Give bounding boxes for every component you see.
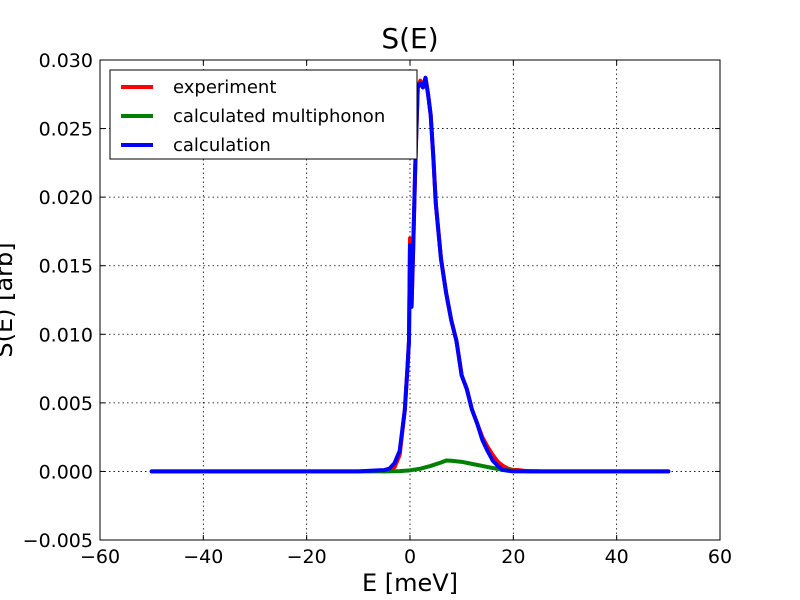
x-tick-label: −60 xyxy=(80,546,120,568)
x-tick-label: −20 xyxy=(287,546,327,568)
legend: experiment calculated multiphonon calculat… xyxy=(109,69,418,160)
x-tick-label: 40 xyxy=(605,546,629,568)
y-tick-label: 0.000 xyxy=(39,461,93,483)
series-layer xyxy=(149,75,671,474)
tick-layer: −60 −40 −20 0 20 40 60 −0.005 0.000 0.005 0.010 0.0… xyxy=(23,50,732,568)
y-tick-label: 0.030 xyxy=(39,50,93,72)
x-tick-label: −40 xyxy=(183,546,223,568)
x-tick-label: 20 xyxy=(501,546,525,568)
legend-label-1: calculated multiphonon xyxy=(173,106,385,127)
series-line-2 xyxy=(149,75,671,474)
y-tick-label: 0.020 xyxy=(39,187,93,209)
chart-title: S(E) xyxy=(381,22,438,55)
y-axis-title: S(E) [arb] xyxy=(0,242,18,357)
y-tick-label: 0.010 xyxy=(39,324,93,346)
legend-label-2: calculation xyxy=(173,135,271,156)
x-tick-label: 60 xyxy=(708,546,732,568)
legend-label-0: experiment xyxy=(173,77,276,98)
y-tick-label: −0.005 xyxy=(23,530,93,552)
x-tick-label: 0 xyxy=(404,546,416,568)
legend-box xyxy=(109,69,418,160)
x-axis-title: E [meV] xyxy=(362,569,458,597)
y-tick-label: 0.005 xyxy=(39,393,93,415)
y-tick-label: 0.025 xyxy=(39,119,93,141)
y-tick-label: 0.015 xyxy=(39,256,93,278)
